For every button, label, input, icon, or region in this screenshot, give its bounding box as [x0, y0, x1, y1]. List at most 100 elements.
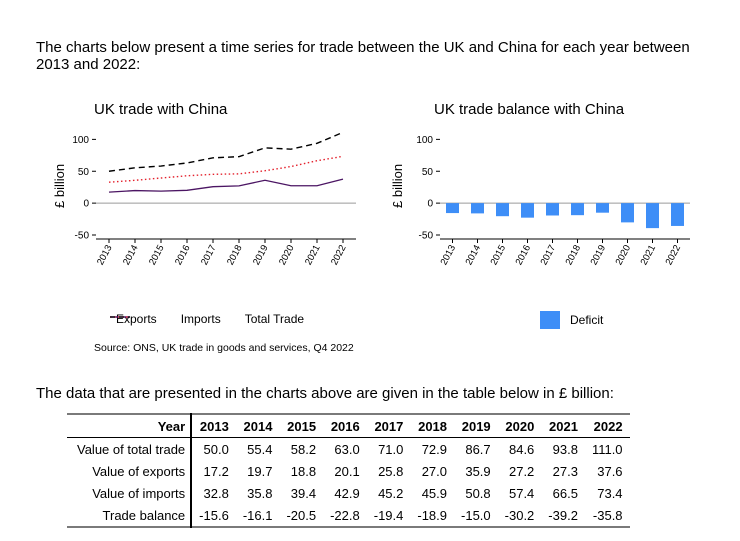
x-tick-label: 2017 — [199, 243, 219, 267]
table-cell: -20.5 — [286, 507, 317, 523]
x-tick-label: 2015 — [147, 243, 167, 267]
chart-source-note: Source: ONS, UK trade in goods and servi… — [94, 342, 354, 354]
bar — [546, 203, 559, 216]
table-cell: 35.8 — [247, 485, 273, 501]
x-tick-label: 2022 — [664, 243, 684, 267]
x-tick-label: 2013 — [439, 243, 459, 267]
chart-title: UK trade with China — [94, 101, 228, 118]
table-row: Value of total trade 50.0 55.4 58.2 63.0 71.0… — [67, 437, 630, 460]
table-row-label: Value of imports — [67, 482, 193, 504]
table-header-cell: 2014 — [235, 414, 280, 438]
table-header-cell: 2017 — [366, 414, 411, 438]
x-tick-label: 2019 — [251, 243, 271, 267]
x-tick-label: 2020 — [614, 243, 634, 267]
table-cell: 27.3 — [552, 463, 578, 479]
trade-line-chart: UK trade with China £ billion -50 0 50 100 2… — [50, 95, 370, 360]
x-tick-label: 2014 — [464, 243, 484, 267]
table-header-cell: 2016 — [323, 414, 367, 438]
table-row-label: Value of total trade — [67, 437, 193, 460]
table-cell: 71.0 — [378, 441, 404, 457]
bar — [496, 203, 509, 217]
bar — [671, 203, 684, 226]
table-cell: 45.9 — [421, 485, 448, 501]
table-header-year: Year — [67, 414, 193, 438]
legend-exports-label: Exports — [116, 312, 157, 326]
table-intro-paragraph: The data that are presented in the chart… — [36, 385, 614, 402]
series-line-imports — [108, 155, 344, 183]
intro-paragraph: The charts below present a time series f… — [36, 39, 690, 73]
table-cell: 18.8 — [290, 463, 317, 479]
table-header-cell: 2021 — [541, 414, 585, 438]
table-row: Trade balance -15.6 -16.1 -20.5 -22.8 -19.4 -1… — [67, 504, 630, 527]
bar — [446, 203, 459, 214]
table-header-cell: 2015 — [279, 414, 324, 438]
x-tick-label: 2021 — [639, 243, 659, 267]
table-cell: 50.8 — [465, 485, 491, 501]
y-tick-label: 100 — [416, 135, 433, 146]
bar — [621, 203, 634, 223]
y-tick-label: 50 — [422, 167, 434, 178]
x-tick-label: 2016 — [514, 243, 534, 267]
table-cell: 42.9 — [334, 485, 360, 501]
table-cell: 50.0 — [203, 441, 229, 457]
bar-chart-legend: Deficit — [540, 311, 603, 329]
table-cell: 20.1 — [334, 463, 360, 479]
line-chart-legend: Exports Imports Total Trade — [110, 312, 304, 326]
x-tick-label: 2021 — [303, 243, 323, 267]
table-cell: 35.9 — [465, 463, 491, 479]
x-tick-label: 2016 — [173, 243, 193, 267]
table-cell: 37.6 — [597, 463, 623, 479]
y-tick-label: -50 — [419, 231, 434, 242]
x-tick-label: 2017 — [539, 243, 559, 267]
table-cell: -19.4 — [373, 507, 404, 523]
trade-balance-bar-chart: UK trade balance with China £ billion -5… — [388, 95, 708, 360]
table-cell: 93.8 — [552, 441, 578, 457]
x-tick-label: 2019 — [589, 243, 609, 267]
table-cell: -15.6 — [199, 507, 229, 523]
table-cell: 55.4 — [247, 441, 273, 457]
table-cell: 86.7 — [465, 441, 491, 457]
legend-imports-label: Imports — [180, 312, 221, 326]
table-cell: -22.8 — [330, 507, 360, 523]
table-row-label: Trade balance — [67, 504, 193, 527]
x-tick-label: 2013 — [95, 243, 115, 267]
table-cell: 45.2 — [378, 485, 404, 501]
table-header-row: Year 2013 2014 2015 2016 2017 2018 2019 2020 202… — [67, 414, 630, 438]
y-tick-label: -50 — [75, 231, 90, 242]
table-header-cell: 2020 — [497, 414, 542, 438]
bar — [521, 203, 534, 218]
table-cell: 27.2 — [508, 463, 535, 479]
legend-total-swatch — [110, 316, 130, 318]
table-cell: 72.9 — [421, 441, 448, 457]
table-row: Value of imports 32.8 35.8 39.4 42.9 45.2 45.9… — [67, 482, 630, 504]
table-cell: 19.7 — [247, 463, 273, 479]
legend-deficit-swatch — [540, 311, 560, 329]
table-cell: 111.0 — [591, 441, 623, 457]
table-cell: -18.9 — [417, 507, 448, 523]
bar — [571, 203, 584, 216]
bar — [596, 203, 609, 213]
table-cell: 58.2 — [290, 441, 317, 457]
trade-data-table: Year 2013 2014 2015 2016 2017 2018 2019 2020 202… — [67, 413, 630, 528]
table-cell: -35.8 — [592, 507, 623, 523]
y-tick-label: 50 — [78, 167, 90, 178]
table-cell: 17.2 — [203, 463, 229, 479]
table-cell: 84.6 — [508, 441, 535, 457]
table-header-cell: 2022 — [584, 414, 630, 438]
series-line-exports — [108, 178, 344, 193]
chart-title: UK trade balance with China — [434, 101, 625, 118]
table-cell: -30.2 — [504, 507, 535, 523]
bar — [471, 203, 484, 214]
legend-imports-swatch — [110, 316, 130, 318]
x-tick-label: 2015 — [489, 243, 509, 267]
table-cell: -39.2 — [548, 507, 578, 523]
series-line-total-trade — [108, 131, 344, 172]
table-cell: 25.8 — [378, 463, 404, 479]
table-cell: 57.4 — [508, 485, 535, 501]
table-cell: 73.4 — [597, 485, 623, 501]
table-cell: -15.0 — [461, 507, 491, 523]
table-row: Value of exports 17.2 19.7 18.8 20.1 25.8 27.0… — [67, 460, 630, 482]
table-cell: 63.0 — [334, 441, 360, 457]
table-cell: 32.8 — [203, 485, 229, 501]
x-tick-label: 2018 — [564, 243, 584, 267]
